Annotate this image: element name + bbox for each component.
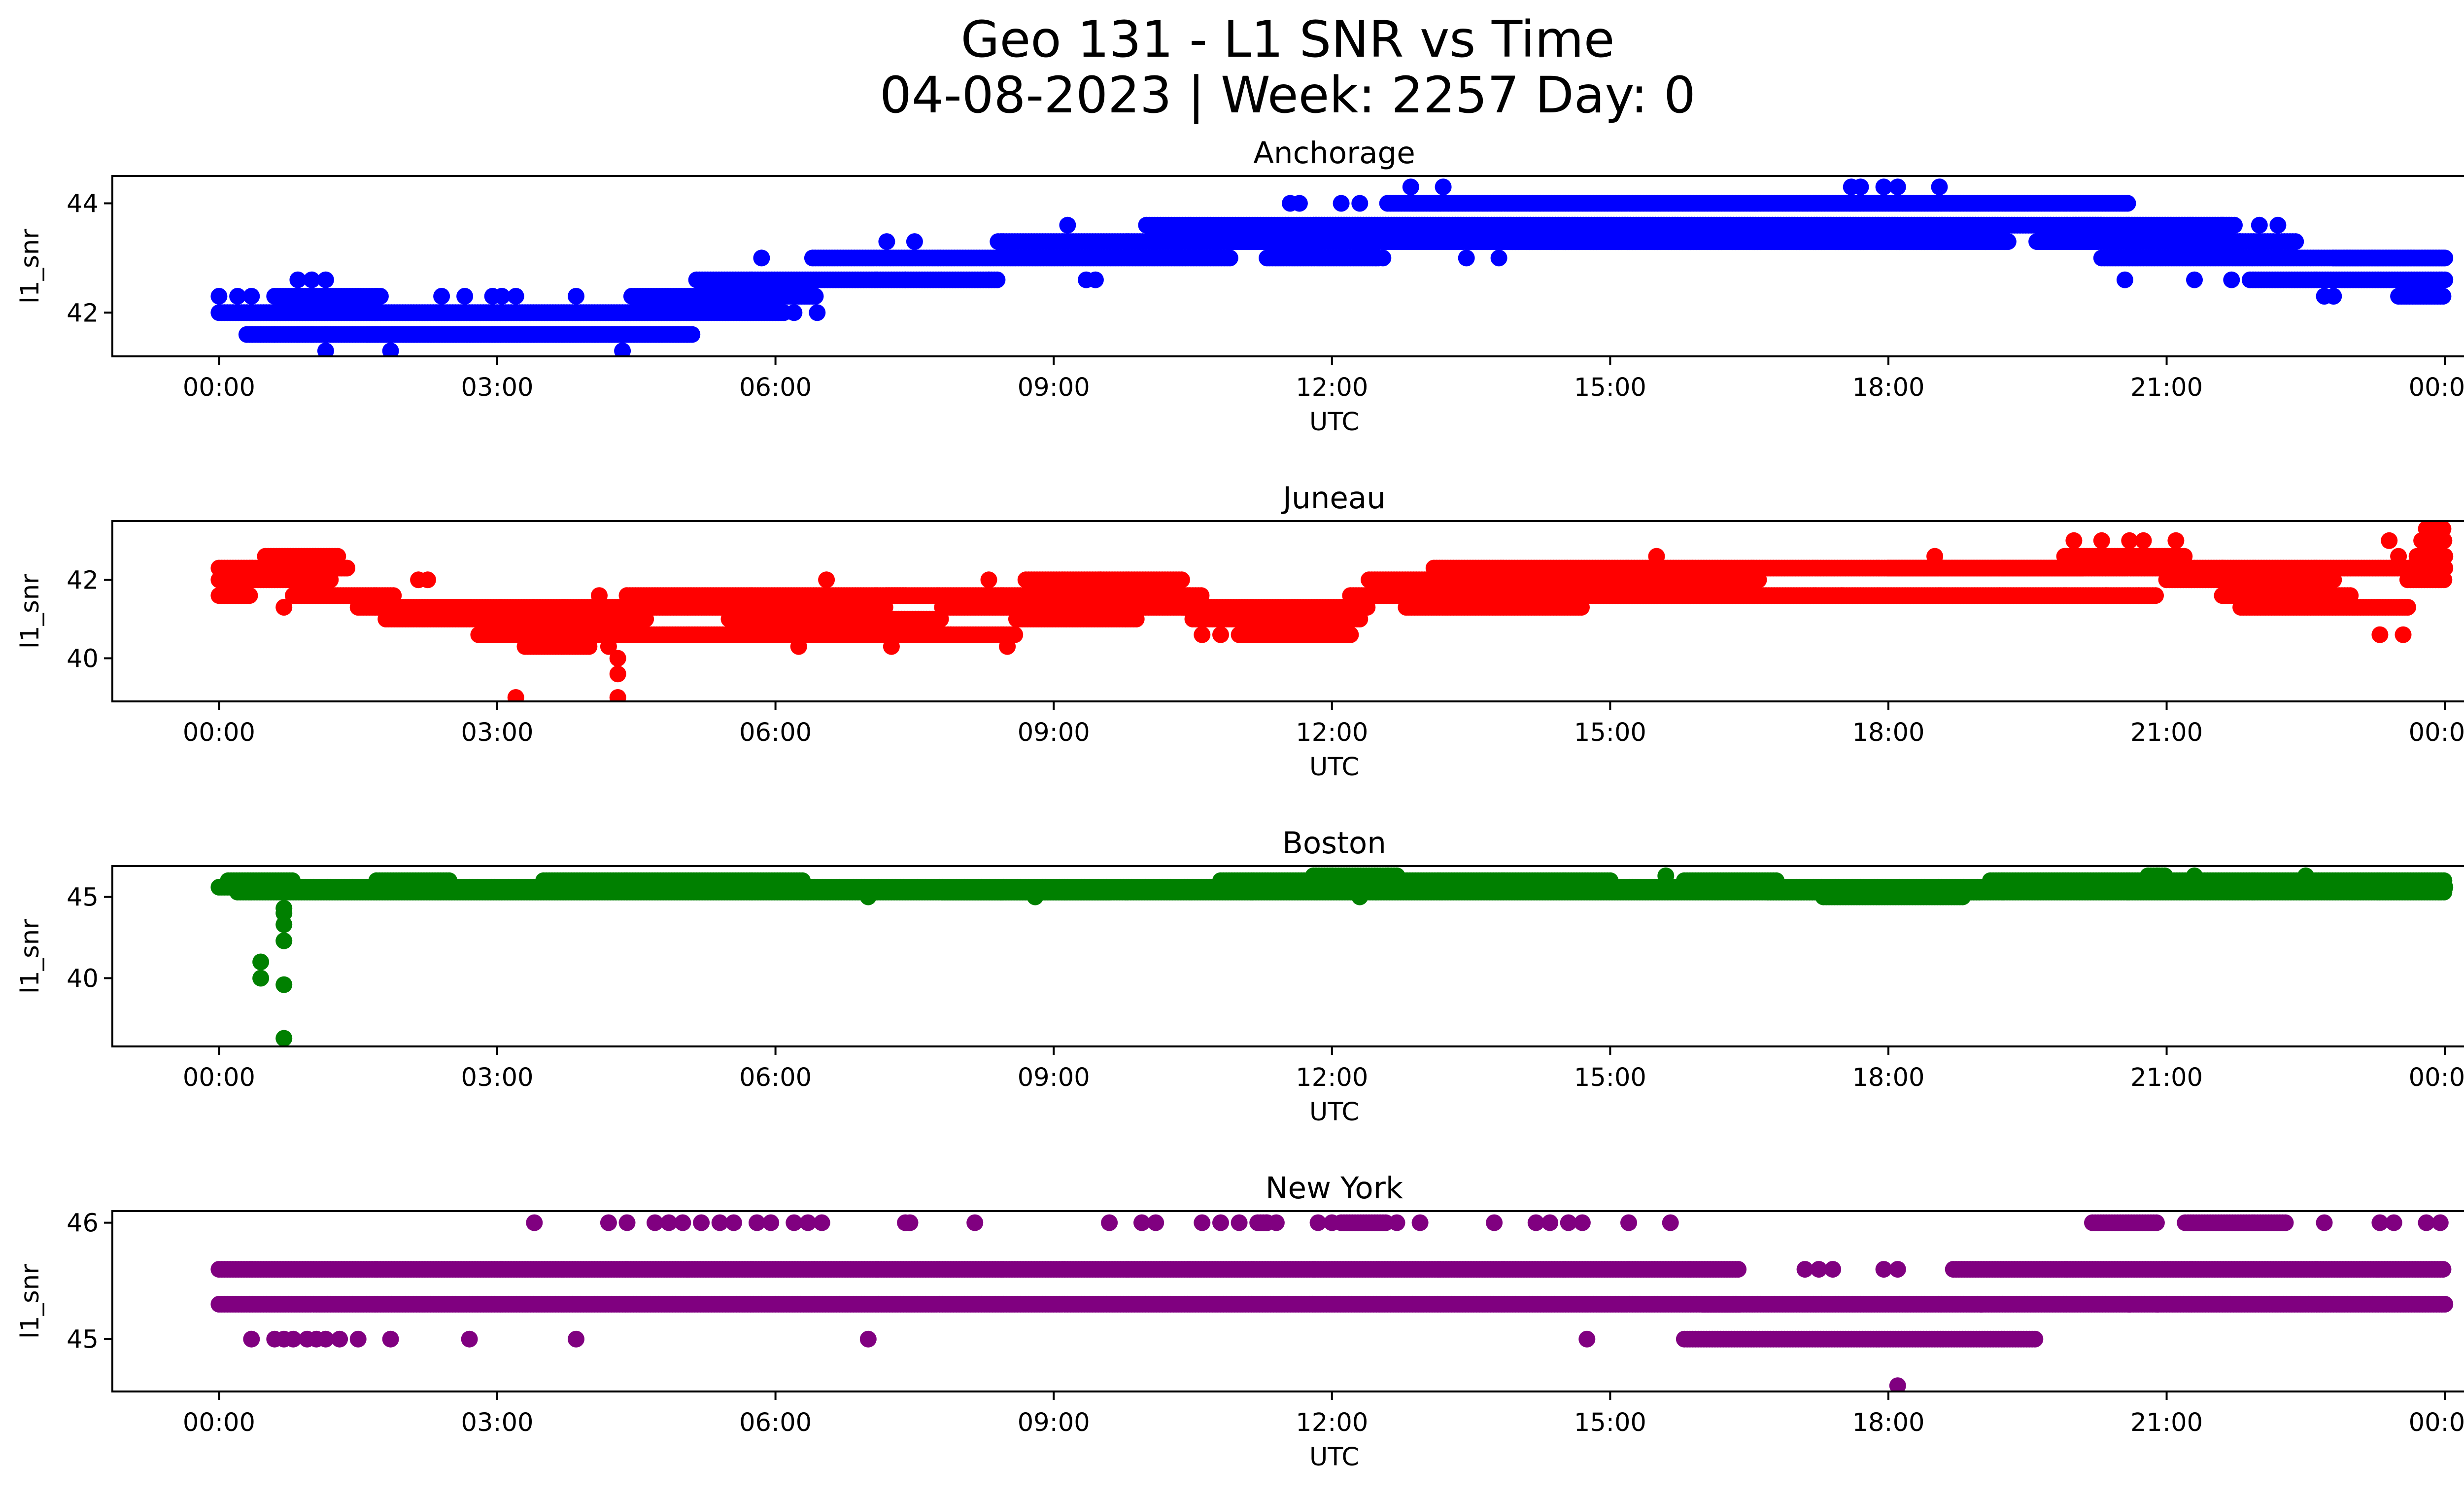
data-point (210, 288, 228, 305)
data-point (1351, 195, 1369, 212)
data-point (1351, 610, 1369, 627)
marker-group (210, 521, 2454, 701)
data-point (614, 342, 631, 356)
data-point (2251, 216, 2268, 234)
x-tick-label: 15:00 (1574, 373, 1646, 402)
data-point (897, 271, 914, 288)
data-point (1435, 178, 1452, 196)
marker-group (210, 178, 2454, 356)
data-point (2214, 216, 2231, 234)
data-point (1458, 249, 1475, 267)
y-tick-label: 42 (67, 299, 99, 328)
data-point (1889, 178, 1906, 196)
x-tick-label: 09:00 (1018, 373, 1090, 402)
data-point (878, 233, 895, 250)
data-point (289, 271, 307, 288)
data-point (1931, 178, 1948, 196)
panel-title: Anchorage (1253, 136, 1415, 171)
data-point (329, 548, 346, 565)
data-point (2116, 271, 2133, 288)
data-point (1128, 610, 1145, 627)
x-tick-label: 00:00 (2409, 373, 2464, 402)
data-point (581, 638, 598, 655)
data-point (1342, 626, 1359, 643)
data-point (1573, 599, 1590, 616)
data-point (303, 326, 320, 343)
data-point (229, 288, 246, 305)
data-point (2223, 271, 2240, 288)
data-point (1221, 249, 1238, 267)
panel-title: Juneau (1281, 481, 1386, 516)
data-point (317, 326, 334, 343)
data-point (433, 288, 450, 305)
figure-title-line-2: 04-08-2023 | Week: 2257 Day: 0 (880, 66, 1696, 125)
data-point (2119, 195, 2136, 212)
x-tick-label: 21:00 (2130, 373, 2203, 402)
data-point (289, 326, 307, 343)
data-point (568, 288, 584, 305)
data-point (1977, 233, 1994, 250)
data-point (1875, 178, 1892, 196)
data-point (266, 326, 283, 343)
x-tick-label: 03:00 (461, 373, 534, 402)
data-point (507, 288, 524, 305)
data-point (2434, 288, 2452, 305)
data-point (317, 342, 334, 356)
data-point (807, 288, 824, 305)
data-point (980, 271, 997, 288)
data-point (339, 559, 356, 577)
data-point (317, 271, 334, 288)
data-point (1173, 571, 1190, 589)
chart-panel-anchorage: Anchorage 00:00 03:00 06:00 09:00 12:00 15:00 1… (16, 136, 2464, 437)
data-point (493, 288, 511, 305)
y-axis-label: l1_snr (16, 229, 45, 304)
data-point (1087, 271, 1104, 288)
data-point (1655, 233, 1673, 250)
data-point (372, 288, 389, 305)
data-point (1333, 195, 1350, 212)
data-point (2436, 271, 2454, 288)
data-point (2186, 271, 2203, 288)
data-point (1374, 249, 1392, 267)
data-point (1804, 233, 1821, 250)
x-tick-label: 18:00 (1852, 373, 1924, 402)
data-point (1996, 233, 2013, 250)
data-point (382, 342, 399, 356)
data-point (243, 288, 260, 305)
data-point (1852, 178, 1869, 196)
x-tick-label: 00:00 (183, 373, 255, 402)
data-point (303, 271, 320, 288)
data-point (252, 326, 270, 343)
data-point (1059, 216, 1076, 234)
data-point (322, 571, 339, 589)
data-point (1291, 195, 1308, 212)
data-point (2325, 288, 2342, 305)
data-point (906, 233, 923, 250)
data-point (456, 288, 474, 305)
axes-frame (111, 175, 2464, 357)
data-point (2436, 249, 2454, 267)
data-point (670, 326, 686, 343)
x-tick-label: 06:00 (739, 373, 812, 402)
data-point (1490, 249, 1507, 267)
figure-title-line-1: Geo 131 - L1 SNR vs Time (960, 10, 1615, 69)
data-point (241, 587, 258, 604)
data-point (2269, 216, 2287, 234)
y-tick-label: 44 (67, 189, 99, 218)
x-tick-label: 12:00 (1296, 373, 1368, 402)
x-axis-label: UTC (1309, 408, 1359, 437)
data-point (1402, 178, 1419, 196)
data-point (809, 304, 826, 321)
data-point (753, 249, 770, 267)
data-point (786, 304, 803, 321)
data-point (2287, 233, 2304, 250)
